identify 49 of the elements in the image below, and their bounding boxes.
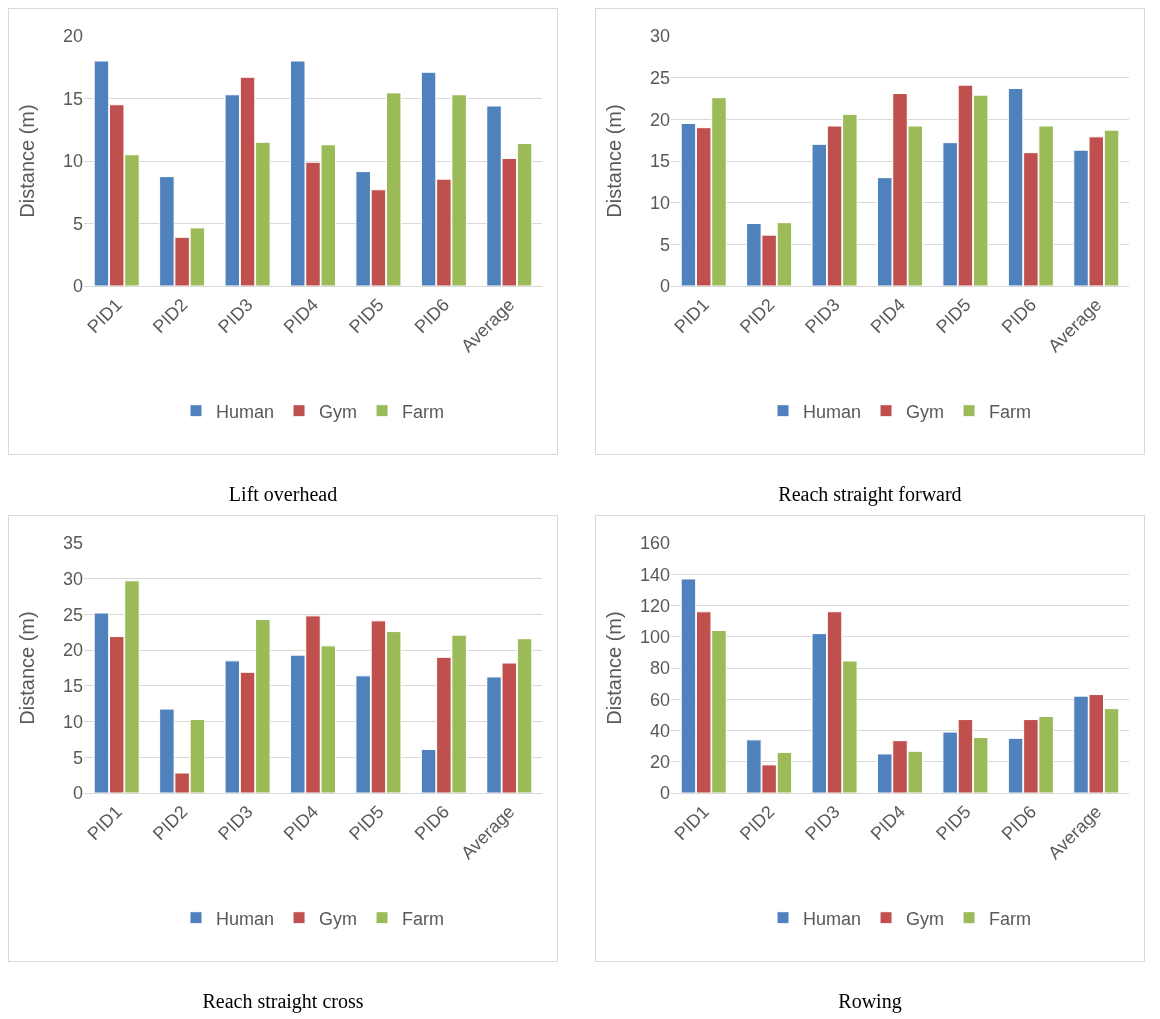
y-tick-label: 15 bbox=[62, 676, 83, 697]
legend-label: Gym bbox=[319, 908, 358, 929]
legend-label: Human bbox=[803, 908, 862, 929]
legend-label: Farm bbox=[989, 401, 1032, 422]
y-tick-label: 20 bbox=[649, 109, 670, 130]
y-tick-label: 10 bbox=[62, 151, 83, 172]
y-tick-label: 25 bbox=[649, 67, 670, 88]
y-tick-label: 15 bbox=[649, 151, 670, 172]
y-tick-label: 60 bbox=[649, 689, 670, 710]
y-tick-label: 40 bbox=[649, 720, 670, 741]
y-tick-label: 30 bbox=[62, 569, 83, 590]
y-tick-label: 0 bbox=[72, 276, 83, 297]
legend-label: Gym bbox=[319, 401, 358, 422]
legend-label: Farm bbox=[989, 908, 1032, 929]
y-tick-label: 80 bbox=[649, 658, 670, 679]
legend-label: Human bbox=[216, 908, 275, 929]
y-tick-label: 5 bbox=[659, 234, 670, 255]
y-tick-label: 10 bbox=[649, 192, 670, 213]
y-tick-label: 5 bbox=[72, 213, 83, 234]
text: Reach straight cross bbox=[201, 990, 365, 1013]
text: Reach straight forward bbox=[777, 483, 963, 506]
y-tick-label: 160 bbox=[639, 533, 670, 554]
y-axis-title: Distance (m) bbox=[16, 104, 38, 218]
text: Rowing bbox=[837, 990, 903, 1013]
y-tick-label: 0 bbox=[72, 783, 83, 804]
y-tick-label: 35 bbox=[62, 533, 83, 554]
legend-label: Farm bbox=[402, 908, 445, 929]
y-axis-title: Distance (m) bbox=[16, 611, 38, 725]
y-tick-label: 20 bbox=[62, 26, 83, 47]
y-tick-label: 30 bbox=[649, 26, 670, 47]
y-axis-title: Distance (m) bbox=[603, 611, 625, 725]
legend-label: Human bbox=[803, 401, 862, 422]
y-tick-label: 100 bbox=[639, 627, 670, 648]
legend-label: Gym bbox=[906, 908, 945, 929]
y-tick-label: 15 bbox=[62, 88, 83, 109]
y-tick-label: 20 bbox=[62, 640, 83, 661]
y-tick-label: 5 bbox=[72, 747, 83, 768]
legend-label: Human bbox=[216, 401, 275, 422]
y-tick-label: 25 bbox=[62, 604, 83, 625]
y-tick-label: 120 bbox=[639, 595, 670, 616]
y-tick-label: 10 bbox=[62, 711, 83, 732]
legend-label: Gym bbox=[906, 401, 945, 422]
y-tick-label: 140 bbox=[639, 564, 670, 585]
y-tick-label: 0 bbox=[659, 783, 670, 804]
y-tick-label: 0 bbox=[659, 276, 670, 297]
text: Lift overhead bbox=[227, 483, 339, 506]
y-axis-title: Distance (m) bbox=[603, 104, 625, 218]
y-tick-label: 20 bbox=[649, 752, 670, 773]
legend-label: Farm bbox=[402, 401, 445, 422]
